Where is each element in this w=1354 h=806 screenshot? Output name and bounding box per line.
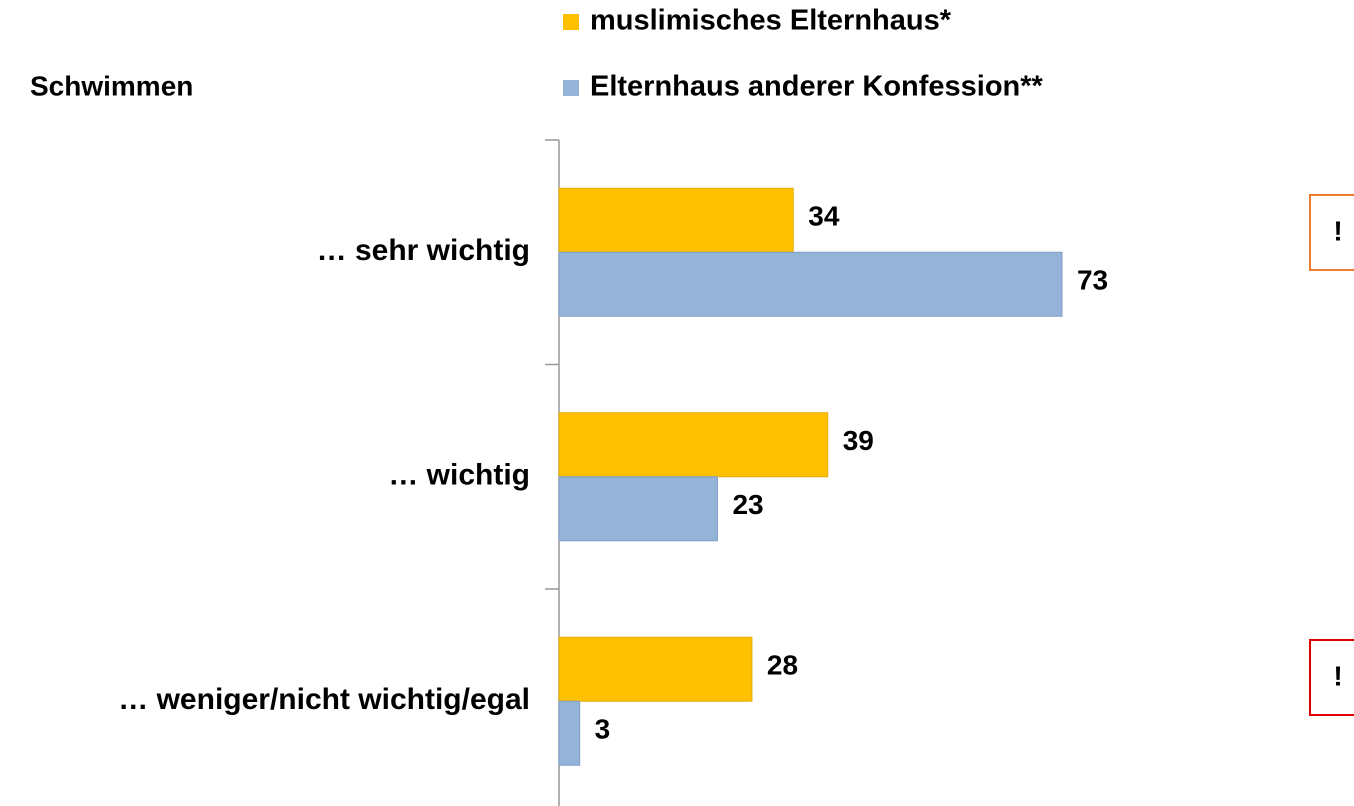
legend-label: muslimisches Elternhaus*	[590, 5, 952, 37]
value-label: 23	[732, 489, 763, 520]
bar	[558, 476, 718, 542]
bar	[558, 636, 753, 702]
bar	[558, 187, 794, 253]
annotation: !	[1333, 215, 1342, 246]
value-label: 39	[843, 425, 874, 456]
value-label: 34	[808, 201, 840, 232]
value-label: 28	[767, 650, 798, 681]
value-label: 3	[595, 714, 611, 745]
chart-title: Schwimmen	[30, 70, 193, 101]
y-tick-label: … sehr wichtig	[317, 234, 530, 267]
legend-swatch	[563, 14, 579, 30]
legend-label: Elternhaus anderer Konfession**	[590, 71, 1044, 103]
bar	[558, 412, 829, 478]
y-tick-label: … wichtig	[388, 459, 530, 492]
value-label: 73	[1077, 265, 1108, 296]
legend-swatch	[563, 80, 579, 96]
annotation-box	[1309, 639, 1354, 716]
annotation-box	[1309, 194, 1354, 271]
y-tick-label: … weniger/nicht wichtig/egal	[118, 683, 530, 716]
annotation: !	[1333, 660, 1342, 691]
bar	[558, 700, 581, 766]
bar	[558, 251, 1063, 317]
